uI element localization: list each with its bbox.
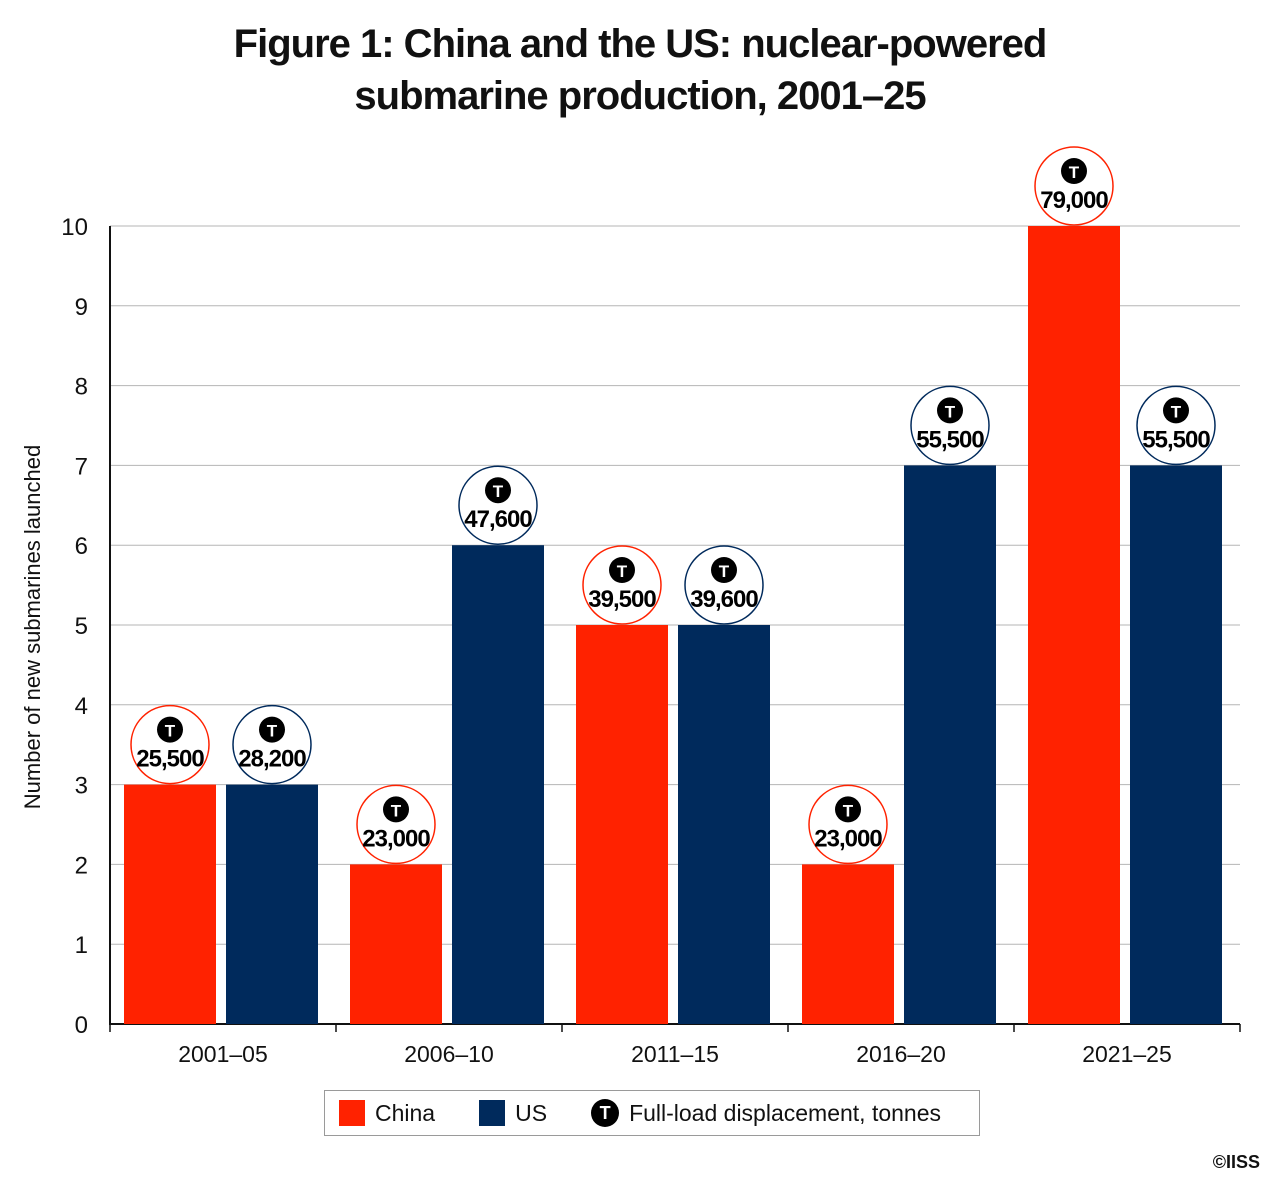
legend-item-us: US — [479, 1100, 547, 1127]
displacement-label-us-4: 55,500 — [1142, 426, 1210, 453]
displacement-token-letter-china-2: T — [617, 562, 628, 581]
x-tick-label-0: 2001–05 — [178, 1041, 268, 1067]
displacement-token-icon-us-3 — [937, 397, 963, 424]
x-tick-label-1: 2006–10 — [404, 1041, 494, 1067]
displacement-bubble-us-3 — [910, 385, 990, 466]
y-tick-label-9: 9 — [75, 294, 88, 321]
displacement-token-letter-us-4: T — [1171, 402, 1182, 421]
displacement-token-letter-china-0: T — [165, 722, 176, 741]
displacement-token-letter-us-1: T — [493, 482, 504, 501]
legend-item-displacement: T Full-load displacement, tonnes — [591, 1099, 941, 1127]
copyright-notice: ©IISS — [1212, 1152, 1260, 1172]
bar-us-3 — [904, 465, 996, 1024]
displacement-label-us-0: 28,200 — [238, 746, 306, 773]
displacement-bubble-china-0 — [130, 704, 210, 785]
chart-title-line-1: Figure 1: China and the US: nuclear-powe… — [233, 22, 1048, 66]
displacement-bubble-china-3 — [808, 784, 888, 865]
bar-us-4 — [1130, 465, 1222, 1024]
y-tick-label-3: 3 — [75, 773, 88, 800]
displacement-label-china-1: 23,000 — [362, 825, 430, 852]
displacement-bubble-us-0 — [232, 704, 312, 785]
y-tick-label-0: 0 — [75, 1012, 88, 1039]
x-tick-label-3: 2016–20 — [856, 1041, 946, 1067]
x-tick-label-4: 2021–25 — [1082, 1041, 1172, 1067]
displacement-bubble-china-2 — [582, 545, 662, 625]
displacement-label-us-3: 55,500 — [916, 426, 984, 453]
y-tick-label-5: 5 — [75, 613, 88, 640]
displacement-bubble-us-1 — [458, 465, 538, 545]
bar-china-4 — [1028, 226, 1120, 1024]
displacement-token-letter-us-0: T — [267, 722, 278, 741]
legend-swatch-china — [339, 1100, 365, 1126]
y-tick-label-6: 6 — [75, 533, 88, 560]
legend-item-china: China — [339, 1100, 435, 1127]
displacement-bubble-china-1 — [356, 784, 436, 865]
displacement-token-letter-us-2: T — [719, 562, 730, 581]
displacement-token-icon-china-0 — [157, 716, 183, 743]
displacement-bubble-us-4 — [1136, 385, 1216, 466]
displacement-token-icon-us-2 — [711, 557, 737, 583]
displacement-token-icon-china-4 — [1061, 158, 1087, 184]
bar-china-1 — [350, 864, 442, 1024]
y-tick-label-10: 10 — [61, 214, 88, 241]
y-tick-label-8: 8 — [75, 374, 88, 401]
bar-us-1 — [452, 545, 544, 1024]
y-tick-label-1: 1 — [75, 932, 88, 959]
bar-china-0 — [124, 784, 216, 1024]
displacement-bubble-china-4 — [1034, 146, 1114, 226]
legend-label-us: US — [515, 1099, 548, 1126]
bar-us-2 — [678, 625, 770, 1024]
displacement-token-letter-china-4: T — [1069, 163, 1080, 182]
chart-title: Figure 1: China and the US: nuclear-powe… — [0, 18, 1280, 122]
bar-china-3 — [802, 864, 894, 1024]
bar-us-0 — [226, 784, 318, 1024]
bar-china-2 — [576, 625, 668, 1024]
y-tick-label-7: 7 — [75, 453, 88, 480]
y-axis-title: Number of new submarines launched — [20, 445, 45, 809]
displacement-token-icon-us-4 — [1163, 397, 1189, 424]
y-tick-label-2: 2 — [75, 852, 88, 879]
chart-title-line-2: submarine production, 2001–25 — [354, 74, 926, 118]
displacement-token-icon-us-1 — [485, 477, 511, 504]
displacement-token-icon: T — [591, 1099, 620, 1127]
displacement-token-icon-china-3 — [835, 796, 861, 823]
displacement-label-us-1: 47,600 — [464, 506, 532, 533]
displacement-label-china-3: 23,000 — [814, 825, 882, 852]
y-tick-label-4: 4 — [75, 693, 88, 720]
displacement-label-china-0: 25,500 — [136, 746, 204, 773]
displacement-label-china-4: 79,000 — [1040, 187, 1108, 214]
legend-swatch-us — [479, 1100, 506, 1126]
legend-label-china: China — [375, 1099, 436, 1126]
displacement-token-letter-china-1: T — [391, 801, 402, 820]
x-tick-label-2: 2011–15 — [631, 1041, 719, 1067]
displacement-token-icon-us-0 — [259, 716, 285, 743]
displacement-bubble-us-2 — [684, 545, 764, 625]
legend-label-displacement: Full-load displacement, tonnes — [629, 1099, 942, 1126]
displacement-token-icon-china-2 — [609, 557, 635, 583]
displacement-label-us-2: 39,600 — [690, 586, 758, 613]
chart-legend: China US T Full-load displacement, tonne… — [324, 1090, 980, 1136]
displacement-token-letter-us-3: T — [945, 402, 956, 421]
displacement-token-icon-china-1 — [383, 796, 409, 823]
displacement-token-letter-china-3: T — [843, 801, 854, 820]
displacement-label-china-2: 39,500 — [588, 586, 656, 613]
